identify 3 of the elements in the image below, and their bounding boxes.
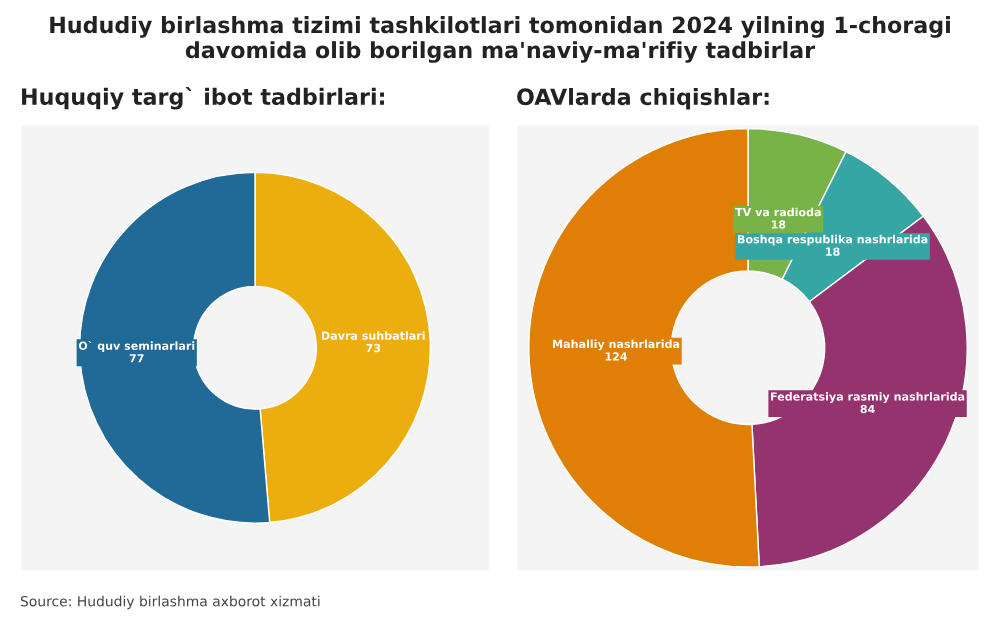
- chart-subtitle: Huquqiy targ` ibot tadbirlari:: [22, 86, 384, 110]
- chart-subtitle: OAVlarda chiqishlar:: [517, 87, 769, 110]
- text: Hududiy birlashma tizimi tashkilotlari tomonidan 2024 yilning 1-choragi davomida olib borilgan ma'naviy-ma'rifiy tadbirlar: [50, 16, 950, 63]
